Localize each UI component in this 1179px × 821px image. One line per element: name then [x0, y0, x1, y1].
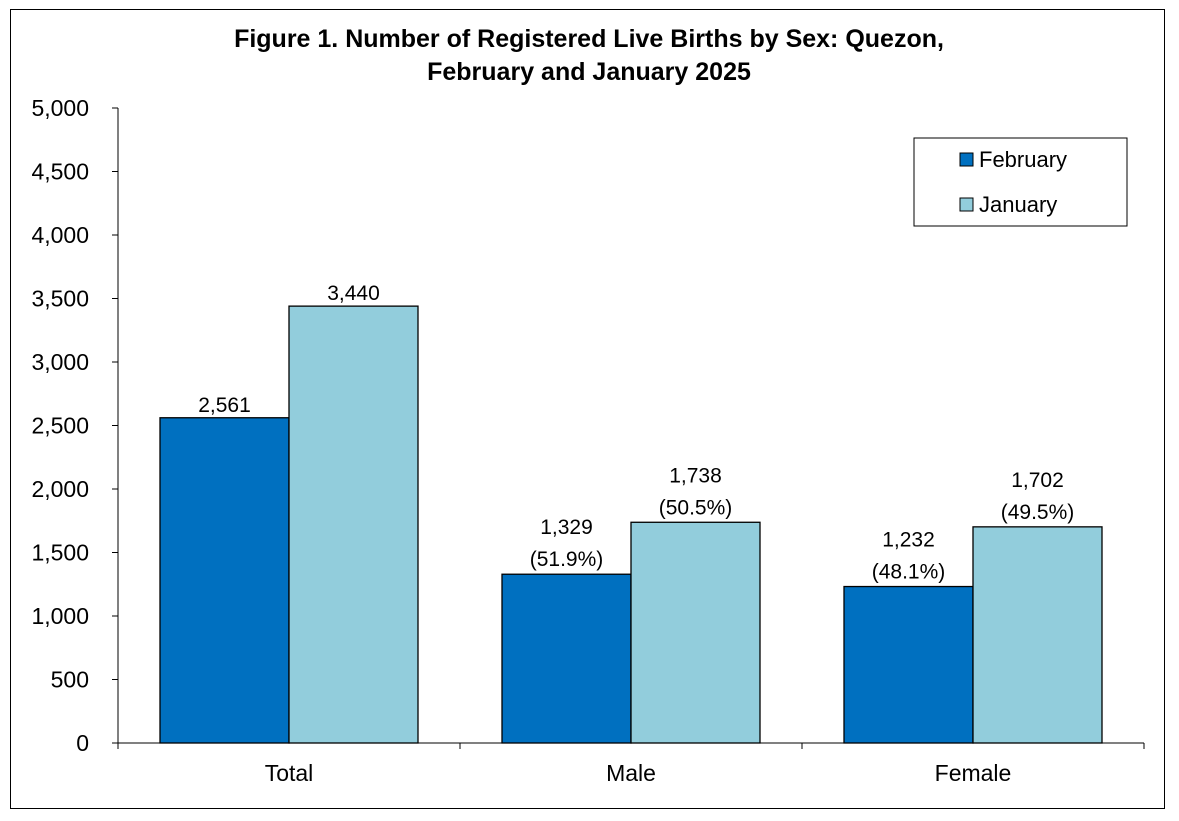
data-label-value: 1,232	[882, 529, 935, 552]
y-tick-label: 4,500	[31, 159, 89, 185]
data-label-percent: (50.5%)	[659, 496, 733, 519]
legend-box	[913, 137, 1128, 227]
legend-label: February	[979, 147, 1067, 172]
bar-february-total	[159, 417, 290, 744]
chart-title: Figure 1. Number of Registered Live Birt…	[234, 25, 944, 53]
y-tick-label: 5,000	[31, 95, 89, 121]
y-tick-label: 3,500	[31, 286, 89, 312]
legend-label: January	[979, 192, 1057, 217]
bars: 2,561 3,440 1,329 (51.9%) 1,738 (50.5%) 1,232 (…	[159, 282, 1103, 744]
x-tick-label: Male	[606, 760, 656, 786]
legend-swatch	[959, 152, 974, 167]
chart-subtitle: February and January 2025	[427, 58, 751, 86]
legend: February January	[913, 137, 1128, 227]
x-axis: Total Male Female	[117, 742, 1145, 786]
bar-january-female	[972, 526, 1103, 744]
y-tick-label: 0	[76, 730, 89, 756]
y-axis: 0 500 1,000 1,500 2,000 2,500 3,000 3,500 4,000 4…	[31, 95, 119, 756]
data-label-value: 1,329	[540, 516, 593, 539]
data-label-value: 3,440	[327, 282, 380, 305]
data-label-value: 1,702	[1011, 469, 1064, 492]
bar-february-female	[843, 585, 974, 744]
y-tick-label: 2,000	[31, 476, 89, 502]
x-tick-label: Total	[265, 760, 314, 786]
bar-january-male	[630, 521, 761, 744]
y-tick-label: 3,000	[31, 349, 89, 375]
bar-january-total	[288, 305, 419, 744]
y-tick-label: 500	[51, 667, 89, 693]
data-label-value: 1,738	[669, 464, 722, 487]
data-label-percent: (48.1%)	[872, 561, 946, 584]
data-label-percent: (51.9%)	[530, 548, 604, 571]
x-tick-label: Female	[935, 760, 1012, 786]
y-tick-label: 4,000	[31, 222, 89, 248]
legend-swatch	[959, 197, 974, 212]
data-label-percent: (49.5%)	[1001, 501, 1075, 524]
y-tick-label: 1,500	[31, 540, 89, 566]
bar-february-male	[501, 573, 632, 744]
y-tick-label: 2,500	[31, 413, 89, 439]
data-label-value: 2,561	[198, 394, 251, 417]
y-tick-label: 1,000	[31, 603, 89, 629]
